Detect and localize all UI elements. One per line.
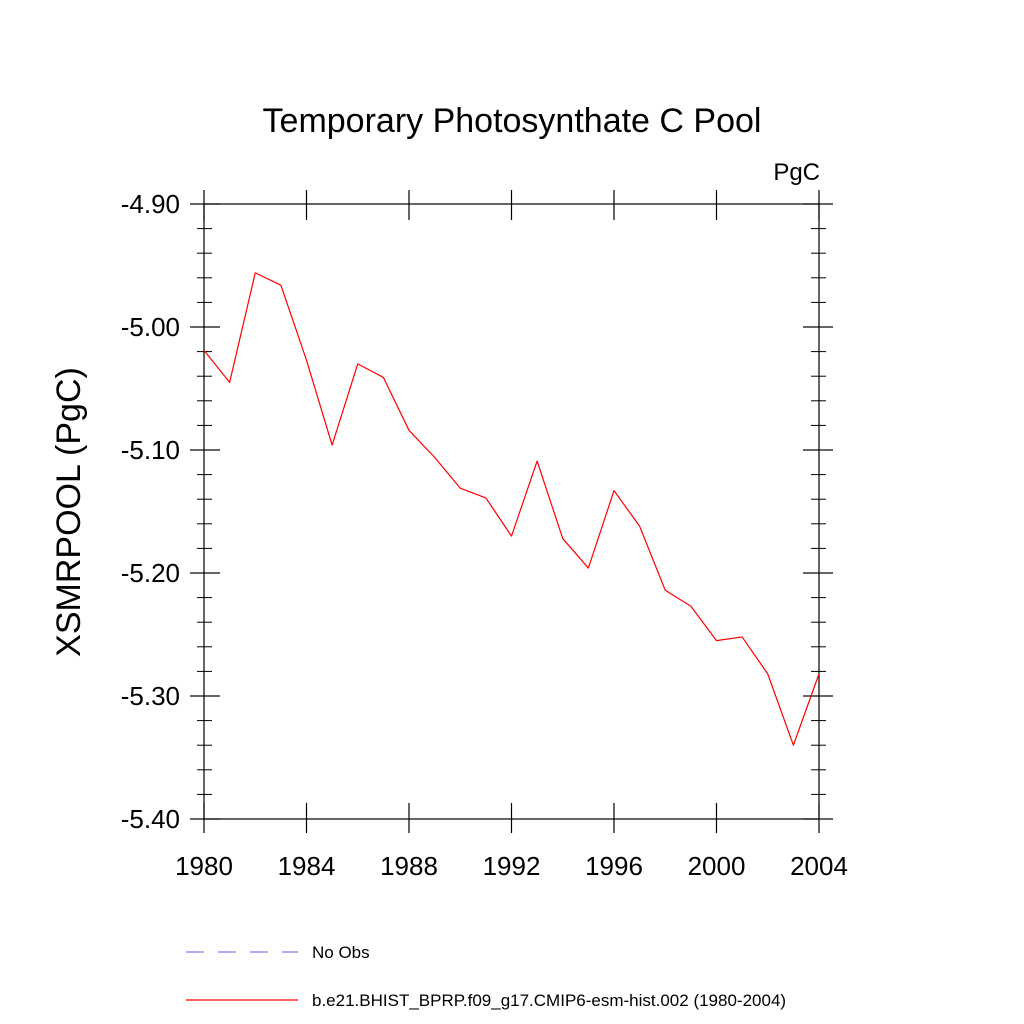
y-tick-label: -4.90 xyxy=(121,189,180,219)
tick-labels: 1980 1984 1988 1992 1996 2000 2004 -4.90 -5.00 -5… xyxy=(121,189,848,881)
x-tick-label: 1992 xyxy=(483,851,541,881)
y-tick-label: -5.10 xyxy=(121,435,180,465)
x-tick-label: 1984 xyxy=(278,851,336,881)
plot-frame xyxy=(203,203,820,820)
series-layer xyxy=(203,272,820,746)
legend-label-0: No Obs xyxy=(312,943,370,962)
y-tick-label: -5.20 xyxy=(121,558,180,588)
units-label: PgC xyxy=(773,159,820,186)
x-tick-label: 1980 xyxy=(175,851,233,881)
x-tick-label: 1996 xyxy=(585,851,643,881)
y-tick-label: -5.30 xyxy=(121,681,180,711)
y-tick-label: -5.40 xyxy=(121,804,180,834)
legend: No Obs b.e21.BHIST_BPRP.f09_g17.CMIP6-esm… xyxy=(186,943,786,1010)
x-tick-label: 2000 xyxy=(688,851,746,881)
y-axis-label: XSMRPOOL (PgC) xyxy=(50,367,88,657)
legend-label-1: b.e21.BHIST_BPRP.f09_g17.CMIP6-esm-hist.… xyxy=(312,991,786,1010)
x-tick-label: 1988 xyxy=(380,851,438,881)
y-tick-label: -5.00 xyxy=(121,312,180,342)
axis-ticks xyxy=(190,190,833,833)
x-tick-label: 2004 xyxy=(790,851,848,881)
series-line-0 xyxy=(203,272,820,746)
chart-title: Temporary Photosynthate C Pool xyxy=(263,102,762,140)
